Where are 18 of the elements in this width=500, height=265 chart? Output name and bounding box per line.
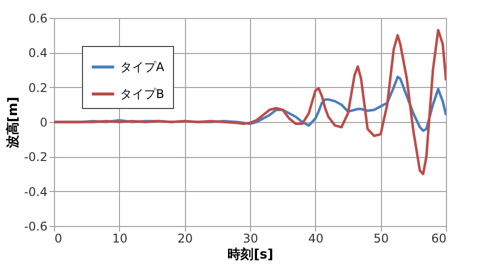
x-tick-label: 50: [374, 232, 389, 246]
y-tick-label: 0.4: [28, 46, 48, 60]
x-tick-label: 0: [54, 232, 62, 246]
x-tick-label: 30: [242, 232, 258, 246]
y-tick-label: -0.2: [24, 150, 48, 164]
x-tick-label: 10: [112, 232, 128, 246]
y-tick-label: 0.6: [28, 12, 48, 26]
y-axis-title: 波高[m]: [5, 96, 22, 150]
y-tick-label: 0: [40, 116, 48, 130]
y-tick-label: -0.6: [24, 220, 48, 234]
legend-label: タイプA: [120, 60, 165, 74]
x-axis-title: 時刻[s]: [228, 246, 274, 262]
legend-label: タイプB: [120, 87, 164, 101]
y-tick-label: 0.2: [28, 80, 48, 95]
x-tick-label: 20: [178, 232, 193, 246]
x-tick-label: 60: [431, 232, 446, 246]
y-tick-label: -0.4: [24, 184, 48, 199]
x-tick-label: 40: [308, 232, 324, 246]
